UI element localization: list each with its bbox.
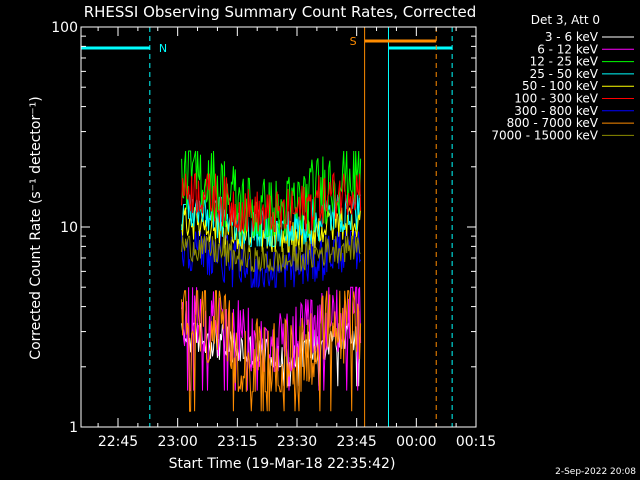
- night-flag-label: N: [159, 42, 167, 55]
- series-line: [181, 290, 362, 412]
- legend-label: 25 - 50 keV: [530, 67, 599, 81]
- legend-label: 6 - 12 keV: [537, 42, 599, 56]
- legend-label: 7000 - 15000 keV: [491, 128, 598, 142]
- legend-title: Det 3, Att 0: [531, 13, 600, 27]
- y-axis-label: Corrected Count Rate (s⁻¹ detector⁻¹): [28, 96, 44, 359]
- saa-flag-label: S: [350, 35, 357, 48]
- legend-label: 100 - 300 keV: [514, 92, 598, 106]
- x-tick-label: 00:00: [396, 434, 436, 450]
- series-line: [181, 171, 362, 233]
- axis-ticks: 22:45 23:00 23:15 23:30 23:45 00:00 00:15 1 10 10…: [51, 20, 496, 450]
- chart-title: RHESSI Observing Summary Count Rates, Co…: [84, 3, 477, 21]
- timestamp-label: 2-Sep-2022 20:08: [555, 467, 636, 477]
- legend-label: 50 - 100 keV: [522, 79, 599, 93]
- x-tick-label: 23:30: [277, 434, 317, 450]
- legend-label: 3 - 6 keV: [545, 30, 599, 44]
- series-line: [181, 286, 362, 392]
- x-tick-label: 23:45: [336, 434, 376, 450]
- x-tick-label: 23:00: [157, 434, 197, 450]
- x-axis-label: Start Time (19-Mar-18 22:35:42): [169, 456, 396, 472]
- legend-label: 800 - 7000 keV: [507, 116, 599, 130]
- series-line: [181, 235, 361, 272]
- y-tick-label: 1: [69, 420, 78, 436]
- y-tick-label: 10: [60, 220, 78, 236]
- y-tick-label: 100: [51, 20, 78, 36]
- data-layer: [181, 150, 362, 412]
- x-tick-label: 00:15: [456, 434, 496, 450]
- legend-label: 300 - 800 keV: [514, 104, 598, 118]
- legend-label: 12 - 25 keV: [530, 55, 599, 69]
- x-tick-label: 23:15: [217, 434, 257, 450]
- series-line: [181, 322, 362, 387]
- x-tick-label: 22:45: [98, 434, 138, 450]
